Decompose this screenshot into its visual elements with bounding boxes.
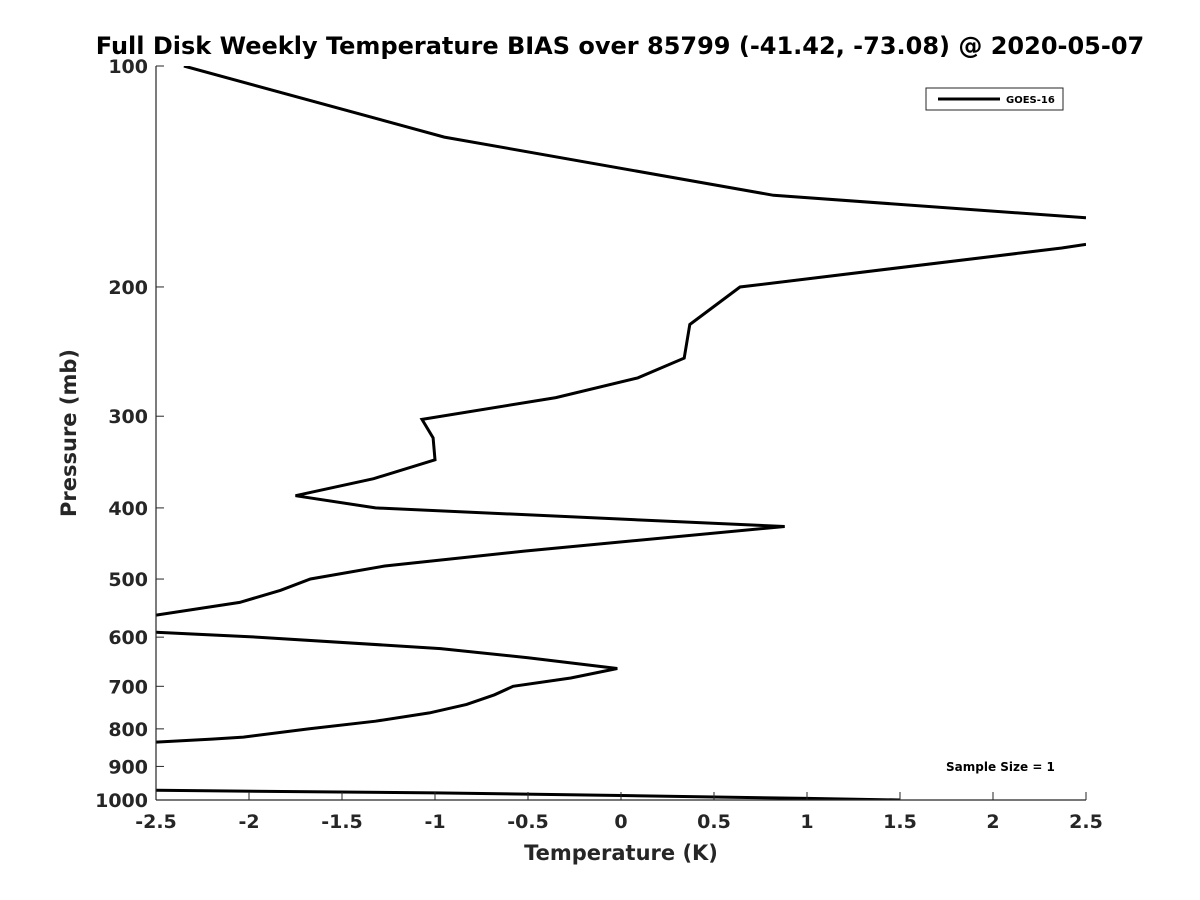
y-tick-label: 300 xyxy=(108,406,148,428)
x-tick-label: 1 xyxy=(800,811,813,833)
y-tick-label: 100 xyxy=(108,56,148,78)
x-tick-label: -1 xyxy=(424,811,445,833)
x-tick-label: 0 xyxy=(614,811,627,833)
chart-title: Full Disk Weekly Temperature BIAS over 8… xyxy=(96,32,1144,60)
series-line-goes-16 xyxy=(156,630,618,744)
y-tick-label: 800 xyxy=(108,719,148,741)
plot-area: -2.5 -2 -1.5 -1 -0.5 0 0.5 1 1.5 2 2.5 100 200 300 40… xyxy=(95,56,1103,833)
x-tick-label: -1.5 xyxy=(321,811,363,833)
sample-size-annotation: Sample Size = 1 xyxy=(946,760,1055,774)
x-tick-label: -2.5 xyxy=(135,811,177,833)
y-axis-label: Pressure (mb) xyxy=(57,349,81,517)
y-tick-label: 1000 xyxy=(95,790,148,812)
x-tick-label: -2 xyxy=(238,811,259,833)
legend-entry: GOES-16 xyxy=(1006,95,1055,106)
y-tick-label: 900 xyxy=(108,756,148,778)
series-line-goes-16 xyxy=(183,66,1086,220)
y-tick-label: 600 xyxy=(108,627,148,649)
y-tick-label: 400 xyxy=(108,498,148,520)
y-tick-label: 700 xyxy=(108,676,148,698)
x-tick-label: -0.5 xyxy=(507,811,549,833)
y-tick-label: 500 xyxy=(108,569,148,591)
x-tick-label: 1.5 xyxy=(883,811,917,833)
plot-background xyxy=(156,66,1086,800)
x-ticks: -2.5 -2 -1.5 -1 -0.5 0 0.5 1 1.5 2 2.5 xyxy=(135,792,1103,833)
x-axis-label: Temperature (K) xyxy=(524,841,718,865)
x-tick-label: 2 xyxy=(986,811,999,833)
y-tick-label: 200 xyxy=(108,277,148,299)
x-tick-label: 2.5 xyxy=(1069,811,1103,833)
legend: GOES-16 xyxy=(925,87,1064,111)
series-line-goes-16 xyxy=(156,242,1086,617)
y-ticks: 100 200 300 400 500 600 700 800 900 1000 xyxy=(95,56,164,812)
x-tick-label: 0.5 xyxy=(697,811,731,833)
